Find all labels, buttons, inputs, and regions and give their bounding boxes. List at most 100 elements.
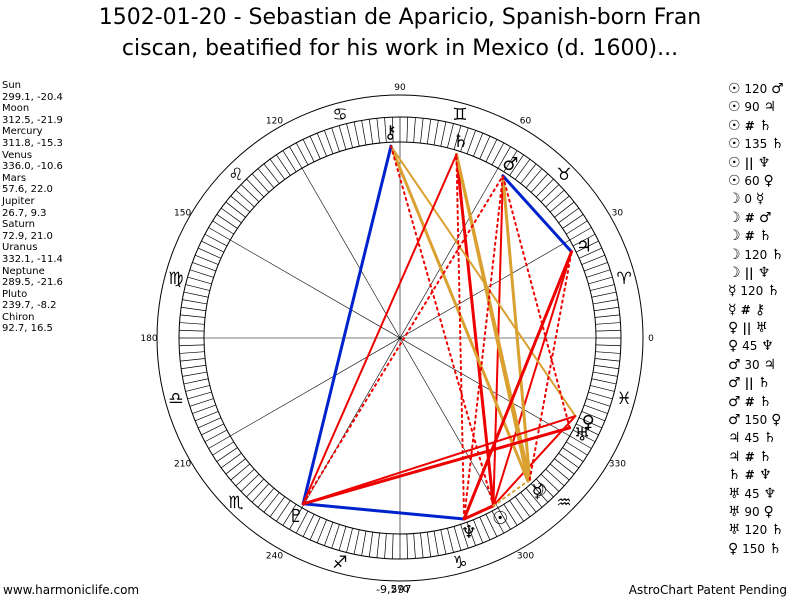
- degree-tick: [187, 276, 212, 285]
- degree-tick: [182, 371, 208, 377]
- degree-tick: [353, 121, 360, 147]
- aspect-planet-icon: ♅: [755, 320, 768, 337]
- degree-tick: [491, 142, 505, 166]
- degree-tick: [221, 452, 242, 469]
- aspect-type: 30: [740, 357, 764, 372]
- aspect-planet-icon: ☽: [728, 246, 741, 263]
- zodiac-sign-icon: ♌: [228, 165, 243, 185]
- planet-coords-uranus: 332.1, -11.4: [2, 253, 63, 265]
- aspect-row: ☽ # ♄: [728, 227, 800, 245]
- degree-tick: [581, 254, 606, 265]
- degree-tick: [566, 441, 588, 456]
- aspect-line: [462, 250, 574, 521]
- degree-label: 330: [609, 460, 626, 470]
- planet-name-chiron: Chiron: [2, 311, 35, 323]
- aspect-planet-icon: ☽: [728, 228, 741, 245]
- degree-tick: [204, 429, 228, 443]
- zodiac-sign-icon: ♋: [332, 105, 347, 125]
- aspect-type: ||: [738, 321, 756, 336]
- degree-tick: [473, 519, 484, 544]
- degree-tick: [578, 247, 603, 259]
- planet-name-jupiter: Jupiter: [2, 195, 35, 207]
- degree-tick: [257, 487, 275, 508]
- degree-tick: [595, 351, 621, 354]
- degree-tick: [221, 207, 242, 224]
- degree-tick: [525, 168, 543, 189]
- planet-name-saturn: Saturn: [2, 219, 36, 231]
- chart-score: -9,597: [376, 583, 412, 596]
- aspect-line: [389, 145, 495, 507]
- aspect-line: [528, 250, 573, 481]
- degree-tick: [230, 463, 251, 481]
- aspect-row: ☽ || ♆: [728, 264, 800, 282]
- degree-tick: [591, 291, 617, 298]
- aspect-type: #: [740, 394, 759, 409]
- aspect-planet-icon: ♆: [758, 467, 772, 484]
- degree-tick: [197, 247, 222, 259]
- degree-tick: [289, 507, 303, 530]
- degree-tick: [595, 344, 621, 347]
- degree-label: 120: [266, 117, 283, 127]
- degree-tick: [406, 533, 409, 559]
- aspect-planet-icon: ♀: [763, 503, 774, 520]
- degree-tick: [466, 130, 476, 154]
- aspect-type: 135: [740, 137, 772, 152]
- degree-tick: [384, 117, 387, 143]
- degree-tick: [391, 533, 394, 559]
- degree-tick: [189, 269, 214, 278]
- aspect-line: [492, 250, 573, 507]
- planet-coords-venus: 336.0, -10.6: [2, 161, 63, 173]
- aspect-planet-icon: ♅: [728, 503, 741, 520]
- degree-tick: [514, 159, 531, 180]
- degree-tick: [592, 371, 618, 377]
- degree-tick: [331, 524, 340, 549]
- degree-tick: [282, 150, 297, 172]
- degree-tick: [413, 533, 416, 559]
- planet-name-mercury: Mercury: [2, 126, 43, 138]
- planet-coords-mars: 57.6, 22.0: [2, 184, 53, 196]
- degree-tick: [235, 189, 255, 208]
- aspect-planet-icon: ♂: [728, 356, 741, 373]
- degree-tick: [201, 423, 224, 436]
- aspect-planet-icon: ♂: [758, 209, 772, 226]
- degree-tick: [316, 519, 327, 544]
- aspect-planet-icon: ♄: [768, 540, 782, 557]
- planet-name-pluto: Pluto: [2, 288, 28, 300]
- planet-uranus-icon: ♅: [574, 424, 590, 445]
- aspect-planet-icon: ♂: [728, 393, 741, 410]
- degree-tick: [572, 429, 596, 443]
- degree-tick: [276, 154, 291, 176]
- aspect-planet-icon: ♄: [758, 117, 772, 134]
- degree-tick: [466, 522, 476, 546]
- degree-tick: [179, 344, 205, 347]
- degree-tick: [535, 178, 554, 198]
- degree-tick: [440, 529, 447, 555]
- aspect-planet-icon: ♄: [771, 246, 784, 263]
- planet-coords-pluto: 239.7, -8.2: [2, 300, 57, 312]
- degree-tick: [376, 118, 380, 144]
- degree-tick: [535, 478, 554, 498]
- degree-tick: [346, 123, 353, 148]
- aspect-row: ☿ 120 ♄: [728, 282, 800, 300]
- degree-tick: [216, 447, 238, 462]
- aspect-type: #: [740, 118, 759, 133]
- degree-tick: [225, 458, 246, 475]
- degree-tick: [225, 201, 246, 218]
- degree-tick: [581, 411, 606, 422]
- aspect-row: ☉ # ♄: [728, 117, 800, 135]
- planet-name-mars: Mars: [2, 172, 27, 184]
- aspect-list: ☉ 120 ♂ ☉ 90 ♃ ☉ # ♄ ☉ 135 ♄ ☉ || ♆ ☉ 60 ♀ ☽ 0…: [728, 80, 800, 558]
- outer-ring: [156, 94, 644, 582]
- aspect-type: #: [740, 229, 759, 244]
- aspect-row: ♃ 45 ♄: [728, 429, 800, 447]
- aspect-type: ||: [740, 376, 758, 391]
- degree-tick: [514, 496, 531, 517]
- website-link[interactable]: www.harmoniclife.com: [3, 583, 140, 597]
- degree-tick: [368, 532, 374, 557]
- aspect-planet-icon: ♆: [763, 485, 777, 502]
- aspect-row: ♂ 150 ♀: [728, 411, 800, 429]
- degree-tick: [509, 154, 524, 176]
- degree-tick: [276, 500, 291, 522]
